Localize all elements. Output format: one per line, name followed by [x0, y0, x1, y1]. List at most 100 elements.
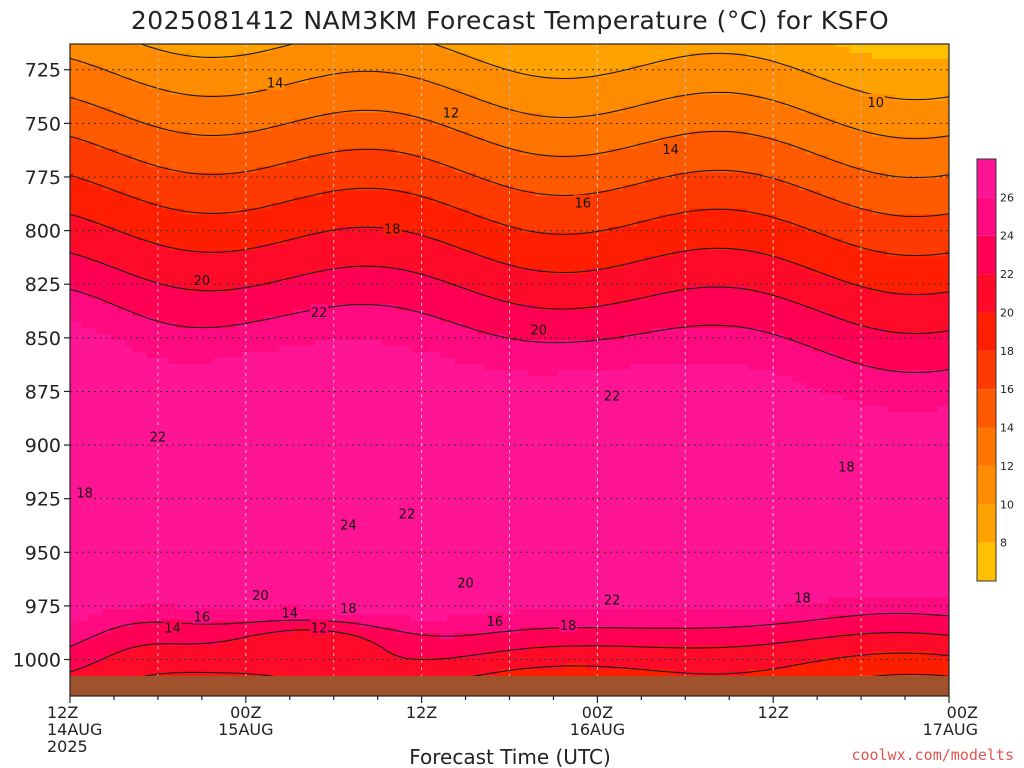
- temperature-cell: [359, 44, 368, 48]
- temperature-cell: [447, 274, 456, 281]
- temperature-cell: [234, 124, 243, 132]
- temperature-cell: [146, 274, 155, 281]
- temperature-cell: [410, 172, 419, 180]
- temperature-cell: [703, 190, 712, 198]
- temperature-cell: [373, 196, 382, 204]
- temperature-cell: [593, 268, 602, 275]
- temperature-cell: [901, 250, 910, 257]
- temperature-cell: [403, 208, 412, 216]
- temperature-cell: [168, 238, 177, 245]
- temperature-cell: [637, 280, 646, 287]
- temperature-cell: [879, 44, 888, 48]
- temperature-cell: [70, 196, 75, 204]
- temperature-cell: [916, 124, 924, 132]
- temperature-cell: [791, 82, 800, 90]
- temperature-cell: [205, 244, 214, 251]
- temperature-cell: [212, 106, 221, 114]
- temperature-cell: [784, 112, 793, 120]
- temperature-cell: [110, 250, 119, 257]
- temperature-cell: [696, 214, 705, 222]
- temperature-cell: [886, 178, 895, 186]
- temperature-cell: [132, 148, 141, 156]
- temperature-cell: [623, 64, 631, 72]
- temperature-cell: [718, 178, 727, 186]
- temperature-cell: [593, 64, 602, 72]
- temperature-cell: [205, 118, 214, 126]
- temperature-cell: [461, 64, 470, 72]
- temperature-cell: [110, 268, 119, 275]
- temperature-cell: [681, 88, 690, 96]
- temperature-cell: [557, 58, 566, 66]
- temperature-cell: [564, 232, 573, 239]
- temperature-cell: [476, 136, 485, 144]
- temperature-cell: [557, 196, 566, 204]
- temperature-cell: [80, 190, 89, 198]
- temperature-cell: [923, 112, 932, 120]
- temperature-cell: [623, 166, 631, 174]
- temperature-cell: [498, 100, 507, 108]
- temperature-cell: [293, 112, 302, 120]
- temperature-cell: [784, 190, 793, 198]
- temperature-cell: [872, 148, 881, 156]
- temperature-cell: [549, 172, 558, 180]
- temperature-cell: [337, 220, 346, 228]
- temperature-cell: [117, 202, 126, 210]
- temperature-cell: [95, 232, 104, 239]
- temperature-cell: [879, 58, 888, 66]
- temperature-cell: [271, 256, 280, 263]
- temperature-cell: [710, 262, 719, 269]
- temperature-cell: [95, 280, 104, 287]
- temperature-cell: [124, 286, 133, 293]
- temperature-cell: [696, 160, 705, 168]
- temperature-cell: [315, 184, 324, 192]
- temperature-cell: [190, 70, 199, 78]
- temperature-cell: [623, 244, 631, 251]
- temperature-cell: [549, 262, 558, 269]
- temperature-cell: [696, 178, 705, 186]
- temperature-cell: [132, 82, 141, 90]
- temperature-cell: [864, 220, 873, 228]
- temperature-cell: [447, 58, 456, 66]
- temperature-cell: [190, 160, 199, 168]
- temperature-cell: [469, 280, 478, 287]
- temperature-cell: [249, 70, 258, 78]
- temperature-cell: [923, 58, 932, 66]
- temperature-cell: [798, 118, 807, 126]
- temperature-cell: [908, 106, 917, 114]
- temperature-cell: [439, 64, 448, 72]
- temperature-cell: [220, 226, 229, 234]
- temperature-cell: [820, 52, 829, 60]
- temperature-cell: [623, 118, 631, 126]
- temperature-cell: [70, 88, 75, 96]
- temperature-cell: [535, 136, 544, 144]
- temperature-cell: [293, 82, 302, 90]
- temperature-cell: [542, 142, 551, 150]
- temperature-cell: [872, 280, 881, 287]
- temperature-cell: [579, 238, 588, 245]
- temperature-cell: [132, 166, 141, 174]
- temperature-cell: [220, 154, 229, 162]
- temperature-cell: [637, 220, 646, 228]
- temperature-cell: [564, 124, 573, 132]
- temperature-cell: [322, 136, 331, 144]
- temperature-cell: [784, 238, 793, 245]
- temperature-cell: [359, 130, 368, 138]
- temperature-cell: [234, 100, 243, 108]
- temperature-cell: [154, 262, 163, 269]
- temperature-cell: [791, 130, 800, 138]
- temperature-cell: [762, 256, 771, 263]
- temperature-cell: [652, 142, 661, 150]
- temperature-cell: [439, 154, 448, 162]
- temperature-cell: [725, 274, 734, 281]
- temperature-cell: [146, 244, 155, 251]
- temperature-cell: [930, 196, 939, 204]
- temperature-cell: [681, 100, 690, 108]
- temperature-cell: [710, 64, 719, 72]
- temperature-cell: [718, 238, 727, 245]
- temperature-cell: [820, 202, 829, 210]
- temperature-cell: [212, 94, 221, 102]
- temperature-cell: [461, 154, 470, 162]
- temperature-cell: [139, 220, 148, 228]
- temperature-cell: [593, 220, 602, 228]
- temperature-cell: [535, 232, 544, 239]
